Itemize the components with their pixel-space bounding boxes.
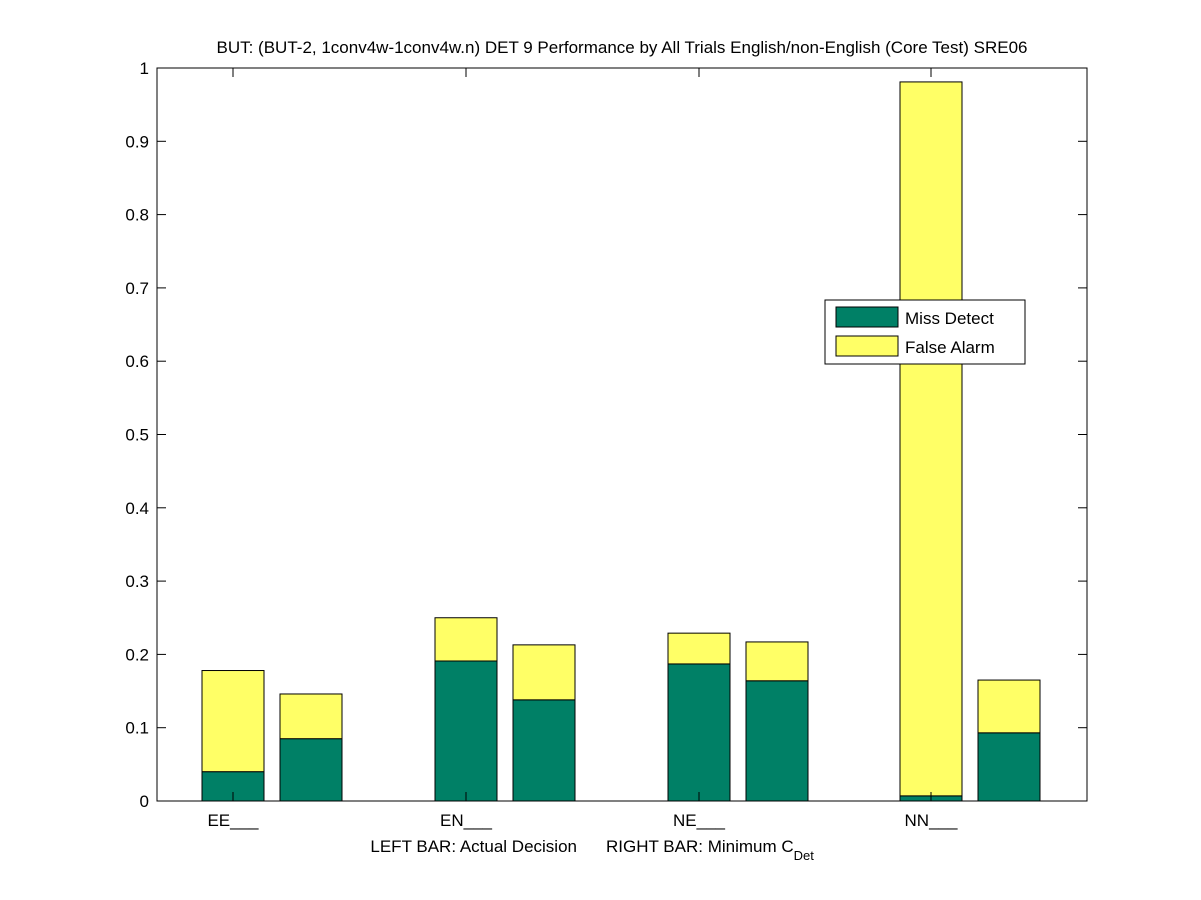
y-tick-label: 1 — [140, 59, 149, 78]
y-tick-label: 0.7 — [125, 279, 149, 298]
legend-swatch-false-alarm — [835, 335, 899, 357]
bar-en-mincdet-miss-detect — [512, 699, 576, 802]
y-tick-label: 0 — [140, 792, 149, 811]
bar-nn-mincdet-miss-detect — [977, 732, 1041, 802]
bar-nn-actual-false-alarm — [899, 81, 963, 797]
x-label-right: RIGHT BAR: Minimum CDet — [606, 837, 814, 863]
y-tick-label: 0.4 — [125, 499, 149, 518]
bar-ee-mincdet-false-alarm — [279, 693, 343, 740]
legend: Miss Detect False Alarm — [824, 299, 1026, 365]
bar-nn-mincdet-false-alarm — [977, 679, 1041, 734]
axes-group: 0 0.1 0.2 0.3 0.4 0.5 0.6 0.7 0.8 0.9 1 EE___ EN___ N… — [125, 59, 1088, 830]
bar-ee-mincdet-miss-detect — [279, 738, 343, 802]
x-label-left: LEFT BAR: Actual Decision — [370, 837, 577, 856]
x-tick-label: EN___ — [440, 811, 493, 830]
bar-en-mincdet-false-alarm — [512, 644, 576, 701]
y-tick-label: 0.8 — [125, 206, 149, 225]
bar-ee-actual-false-alarm — [201, 670, 265, 773]
legend-label-miss-detect: Miss Detect — [905, 309, 994, 328]
bar-ne-mincdet-miss-detect — [745, 680, 809, 802]
y-tick-label: 0.2 — [125, 645, 149, 664]
bar-ne-actual-false-alarm — [667, 632, 731, 665]
bar-en-actual-miss-detect — [434, 660, 498, 802]
x-tick-label: NN___ — [905, 811, 958, 830]
x-tick-label: NE___ — [673, 811, 726, 830]
bar-ne-actual-miss-detect — [667, 663, 731, 802]
y-tick-label: 0.1 — [125, 719, 149, 738]
bars-group — [201, 81, 1041, 802]
legend-swatch-miss-detect — [835, 306, 899, 328]
bar-ne-mincdet-false-alarm — [745, 641, 809, 682]
x-label-right-subscript: Det — [794, 848, 815, 863]
y-tick-label: 0.9 — [125, 132, 149, 151]
x-tick-label: EE___ — [207, 811, 259, 830]
chart-title: BUT: (BUT-2, 1conv4w-1conv4w.n) DET 9 Pe… — [217, 38, 1028, 57]
legend-label-false-alarm: False Alarm — [905, 338, 995, 357]
y-tick-label: 0.3 — [125, 572, 149, 591]
bar-en-actual-false-alarm — [434, 617, 498, 662]
y-tick-label: 0.5 — [125, 426, 149, 445]
x-label-right-main: RIGHT BAR: Minimum C — [606, 837, 794, 856]
y-tick-label: 0.6 — [125, 352, 149, 371]
